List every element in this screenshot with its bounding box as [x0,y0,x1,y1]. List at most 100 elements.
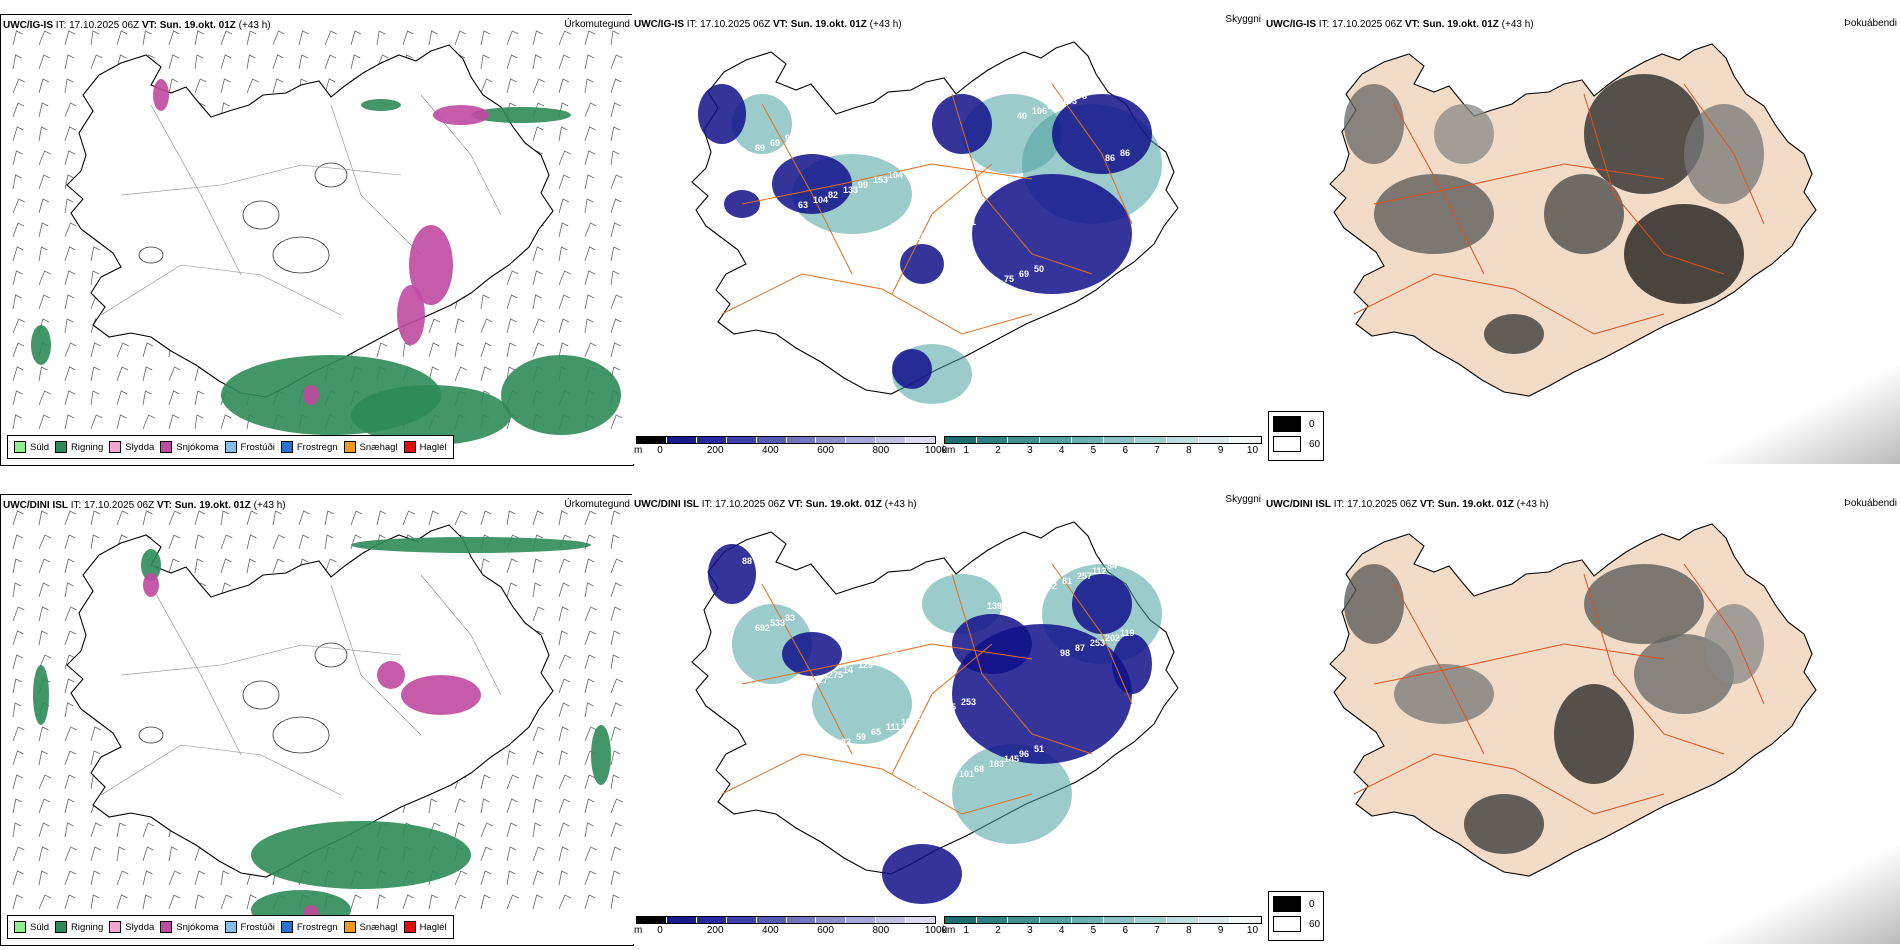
colorbar-segment [637,437,667,443]
wind-barb [272,30,285,46]
wind-barb [558,174,570,190]
wind-barb [64,270,75,286]
colorbar-segment [726,437,757,443]
wind-barb [584,654,596,670]
ceiling-label: 104 [901,717,916,727]
wind-barb [506,846,517,862]
wind-barb [142,846,154,862]
wind-barb [584,582,594,598]
legend-label: Slydda [125,921,155,933]
wind-barb [64,510,77,526]
wind-barb [116,342,129,358]
wind-barb [64,174,75,190]
wind-barb [142,366,153,382]
ceiling-label: 129 [858,660,873,670]
header: UWC/DINI ISL IT: 17.10.2025 06Z VT: Sun.… [3,500,286,511]
wind-barb [64,606,77,622]
colorbar-tick: 10 [1246,925,1259,936]
colorbar-segment [1230,437,1262,443]
ceiling-label: 106 [1032,106,1047,116]
ceiling-label: 67 [944,774,954,784]
colorbar-tick: 2 [995,925,1001,936]
ceiling-label: 83 [785,613,795,623]
wind-barb [90,342,101,358]
ceiling-label: 69 [770,138,780,148]
wind-barb [38,846,49,862]
road [330,104,422,256]
colorbar-segment [666,917,697,923]
colorbar-segment [1230,917,1262,923]
ceiling-label: 387 [901,237,916,247]
wind-barb [558,222,569,238]
legend-swatch [14,921,26,933]
legend-swatch [55,921,68,933]
road [1583,93,1725,275]
wind-barb [64,294,75,310]
road [891,163,993,295]
low-ceiling-area [782,632,842,676]
legend-label: Rigning [71,441,104,453]
wind-barb [142,822,155,838]
ceiling-label: 110 [871,247,886,257]
ceiling-label: 102 [989,279,1004,289]
wind-barb [558,846,569,862]
colorbar-segment [756,917,787,923]
snow-area [401,675,481,715]
colorbar-tick: 7 [1154,445,1160,456]
wind-barb [64,390,75,406]
low-ceiling-area [698,84,746,144]
wind-barb [584,246,596,262]
wind-barb [220,582,231,598]
wind-barb [558,606,569,622]
wind-barb [480,870,492,886]
wind-barb [558,318,570,334]
wind-barb [220,414,232,430]
wind-barb [12,222,25,238]
wind-barb [506,342,516,358]
wind-barb [220,510,230,526]
panel-title: Úrkomutegund [564,499,630,510]
wind-barb [116,414,127,430]
legend-swatch [160,441,173,453]
legend-swatch [280,441,293,453]
cloud-legend-row: 60 [1273,916,1323,932]
precip-legend: Súld Rigning Slydda Snjókoma Frostúði Frostre… [7,435,454,459]
wind-barb [376,894,386,910]
wind-barb [480,318,493,334]
wind-barb [532,342,545,358]
wind-barb [558,342,569,358]
wind-barb [532,870,544,886]
wind-barb [402,342,412,358]
wind-barb [428,894,439,910]
rain-area [591,725,611,785]
wind-barb [506,78,517,94]
low-ceiling-area [972,174,1132,294]
colorbar-tick: 2 [995,445,1001,456]
wind-barb [12,534,23,550]
colorbar-tick: 600 [817,925,834,936]
road [1683,563,1765,705]
ceiling-label: 104 [888,170,903,180]
legend-item: Snæhagl [343,921,398,933]
wind-barb [480,846,493,862]
wind-barb [506,822,518,838]
wind-barb [558,126,568,142]
colorbar-segment [1008,437,1041,443]
legend-swatch [14,441,26,453]
wind-barb [506,582,518,598]
visibility-colorbar-top: km 1 2 3 4 5 6 7 8 9 10 [942,436,1262,456]
ceiling-label: 59 [931,227,941,237]
wind-barb [506,30,519,46]
wind-barb [324,30,337,46]
glacier-outline [242,680,280,710]
cloud-legend-swatch [1273,916,1301,932]
wind-barb [584,54,595,70]
ceiling-label: 121 [1107,81,1122,91]
glacier-outline [138,726,164,744]
wind-barb [506,54,518,70]
ceiling-label: 533 [770,618,785,628]
snow-area [433,105,489,125]
wind-barb [584,270,595,286]
wind-barb [506,798,518,814]
wind-barb [142,510,153,526]
